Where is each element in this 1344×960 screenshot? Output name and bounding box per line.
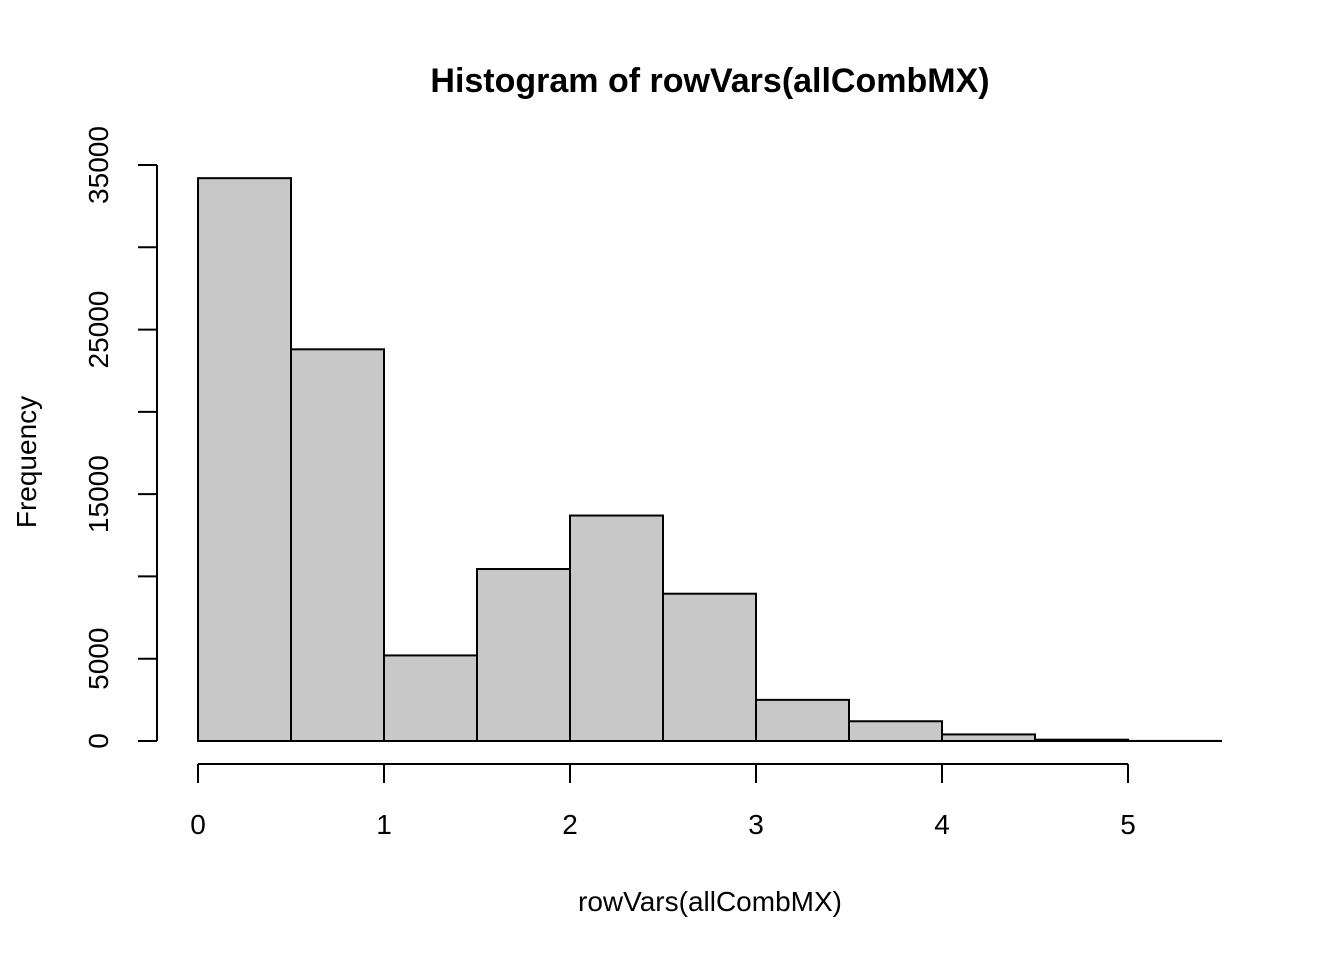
histogram-bar <box>290 348 385 742</box>
y-tick-label: 25000 <box>83 291 114 369</box>
y-tick-label: 15000 <box>83 455 114 533</box>
histogram-bar <box>662 592 757 742</box>
histogram-bar <box>476 568 571 742</box>
bars-group <box>197 177 1222 743</box>
y-axis-label: Frequency <box>11 396 42 528</box>
y-tick-label: 5000 <box>83 628 114 690</box>
histogram-bar <box>383 654 478 742</box>
histogram-bar <box>569 514 664 743</box>
histogram-bar <box>941 733 1036 742</box>
histogram-bar <box>848 720 943 742</box>
x-tick-label: 2 <box>562 809 578 840</box>
y-tick-label: 0 <box>83 733 114 749</box>
y-axis: 0 5000 15000 25000 35000 <box>83 126 158 749</box>
x-tick-label: 3 <box>748 809 764 840</box>
x-tick-label: 5 <box>1120 809 1136 840</box>
x-axis: 0 1 2 3 4 5 <box>190 763 1136 840</box>
x-axis-label: rowVars(allCombMX) <box>578 886 842 917</box>
chart-title: Histogram of rowVars(allCombMX) <box>430 62 989 100</box>
y-tick-label: 35000 <box>83 126 114 204</box>
x-tick-label: 4 <box>934 809 950 840</box>
histogram-bar <box>755 698 850 742</box>
histogram-bar <box>197 177 292 742</box>
x-tick-label: 1 <box>376 809 392 840</box>
x-tick-label: 0 <box>190 809 206 840</box>
histogram-bar <box>1034 738 1129 742</box>
